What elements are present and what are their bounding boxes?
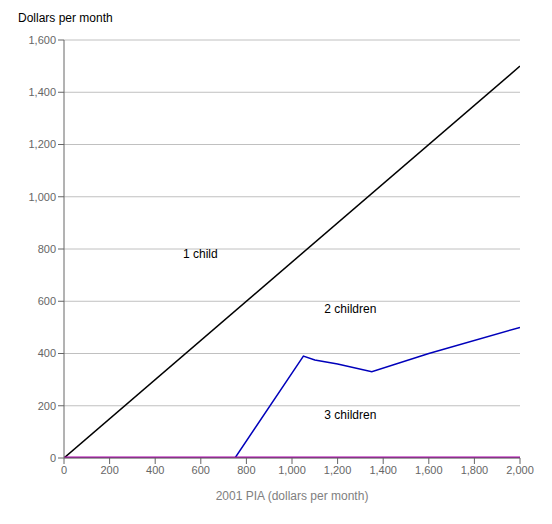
html-text:Dollars per month: Dollars per month xyxy=(18,11,113,25)
svg-text:1,600: 1,600 xyxy=(28,34,56,46)
svg-text:2001 PIA (dollars per month): 2001 PIA (dollars per month) xyxy=(216,489,369,503)
svg-text:1,800: 1,800 xyxy=(461,464,489,476)
svg-text:1 child: 1 child xyxy=(183,247,218,261)
svg-text:600: 600 xyxy=(38,295,56,307)
svg-text:3 children: 3 children xyxy=(324,408,376,422)
svg-text:1,400: 1,400 xyxy=(28,86,56,98)
svg-text:1,600: 1,600 xyxy=(415,464,443,476)
svg-text:1,000: 1,000 xyxy=(278,464,306,476)
svg-text:1,000: 1,000 xyxy=(28,191,56,203)
svg-text:1,400: 1,400 xyxy=(369,464,397,476)
svg-text:0: 0 xyxy=(50,452,56,464)
svg-text:800: 800 xyxy=(237,464,255,476)
svg-text:2 children: 2 children xyxy=(324,302,376,316)
svg-text:600: 600 xyxy=(192,464,210,476)
svg-text:200: 200 xyxy=(100,464,118,476)
svg-text:400: 400 xyxy=(146,464,164,476)
svg-text:800: 800 xyxy=(38,243,56,255)
svg-text:1,200: 1,200 xyxy=(28,138,56,150)
svg-text:1,200: 1,200 xyxy=(324,464,352,476)
svg-text:400: 400 xyxy=(38,347,56,359)
svg-text:2,000: 2,000 xyxy=(506,464,534,476)
svg-text:0: 0 xyxy=(61,464,67,476)
svg-text:200: 200 xyxy=(38,400,56,412)
